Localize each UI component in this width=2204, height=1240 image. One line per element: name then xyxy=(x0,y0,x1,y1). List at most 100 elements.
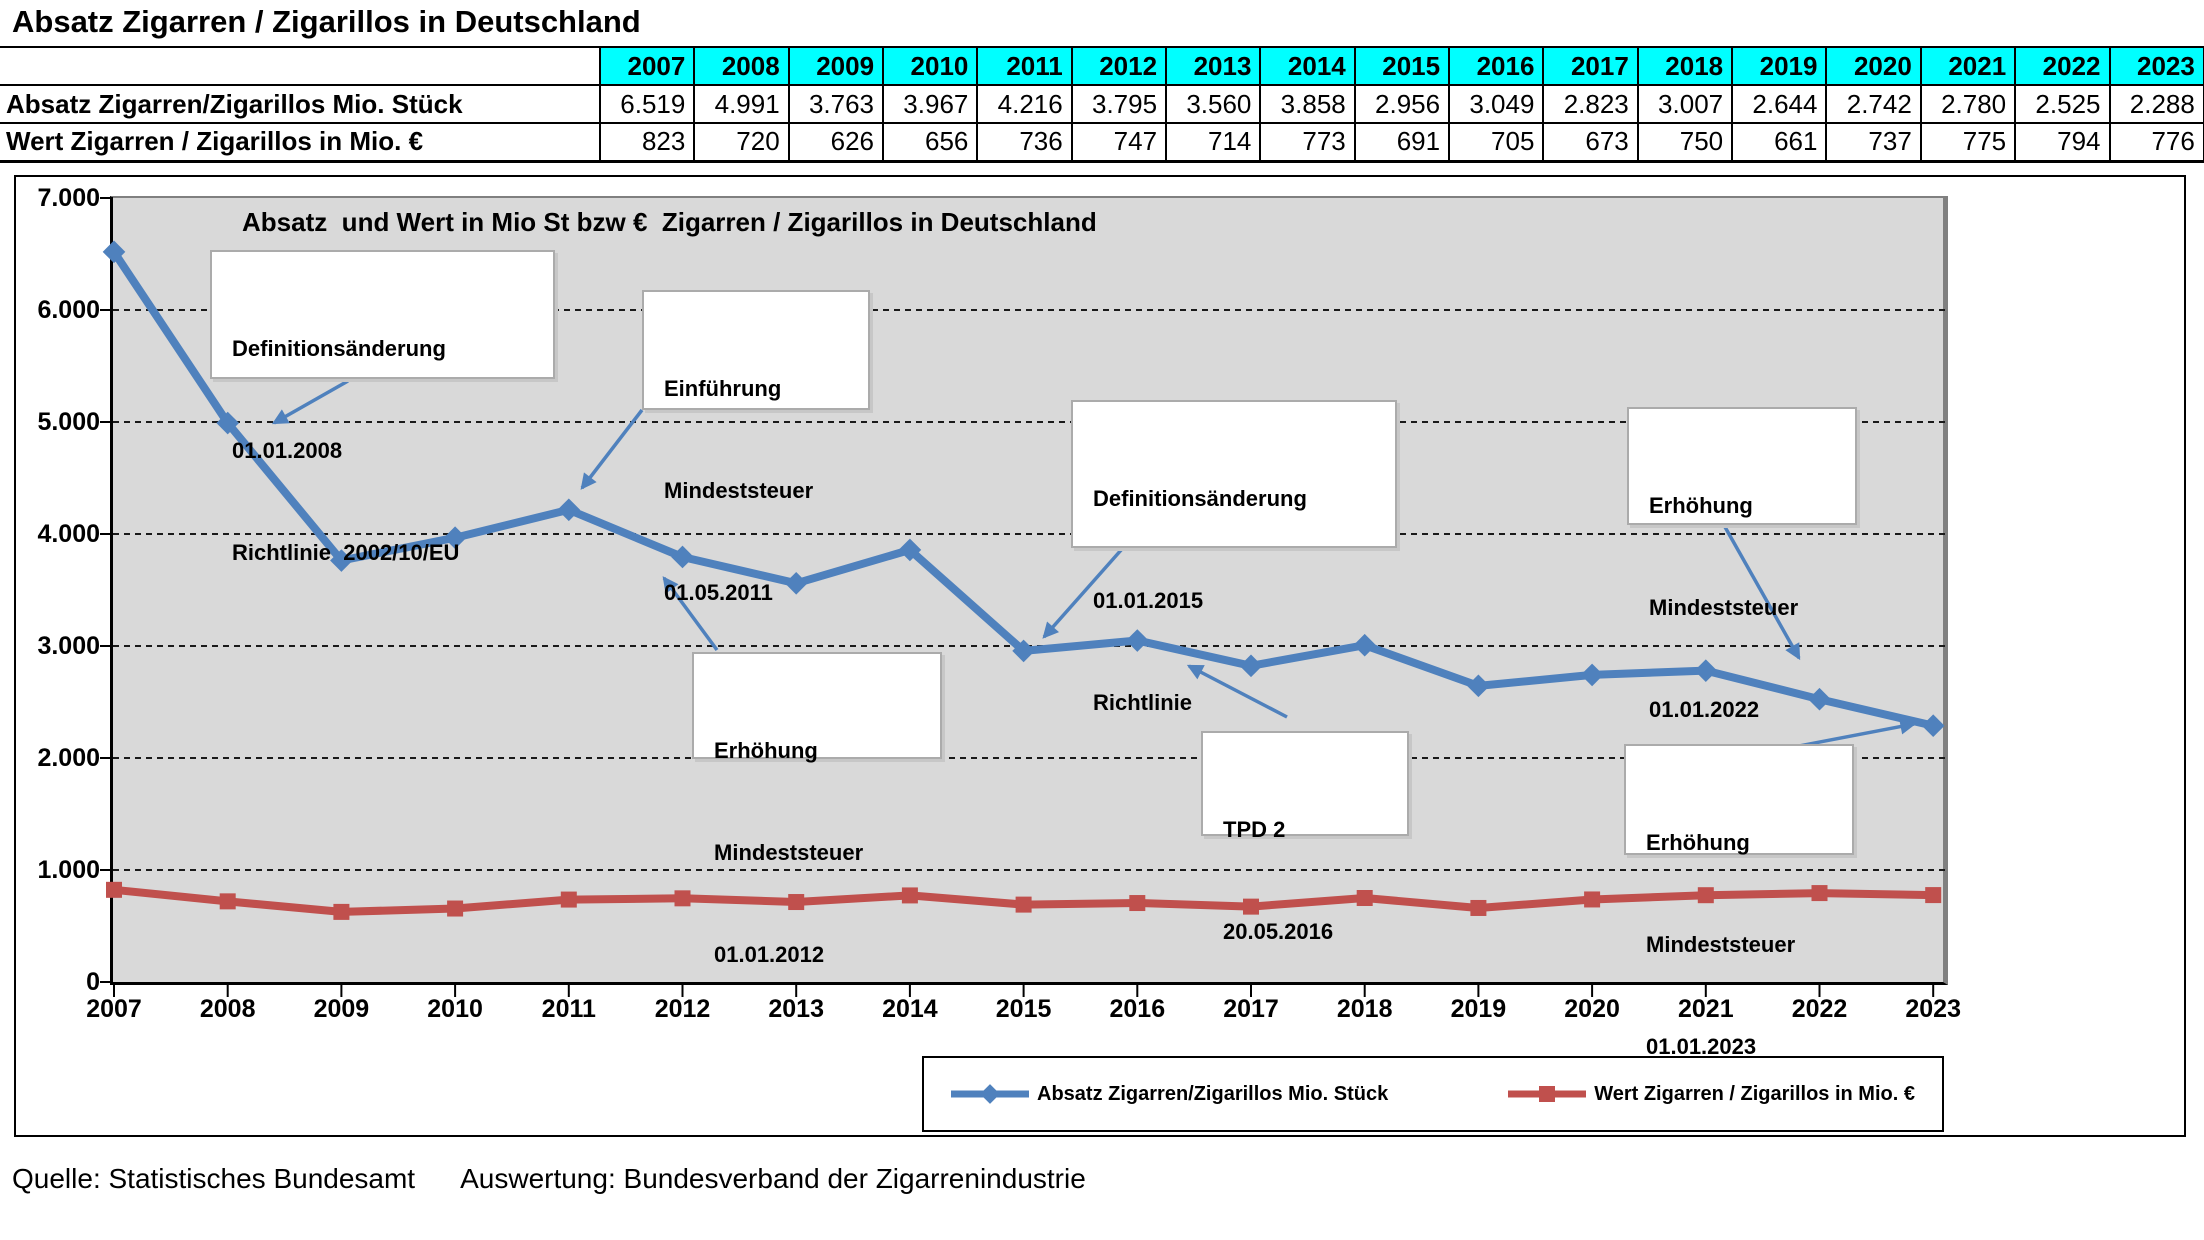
table-year-header-2015: 2015 xyxy=(1353,46,1451,86)
annotation-line: 01.01.2023 xyxy=(1646,1034,1757,1059)
table-value-cell: 794 xyxy=(2014,122,2111,163)
x-axis-label-2021: 2021 xyxy=(1677,995,1734,1023)
x-axis-label-2011: 2011 xyxy=(541,995,596,1023)
table-corner-cell xyxy=(0,46,601,86)
table-year-header-2008: 2008 xyxy=(693,46,790,86)
y-axis-label-1.000: 1.000 xyxy=(37,856,100,884)
x-axis-label-2016: 2016 xyxy=(1109,995,1166,1023)
annotation-line: Mindeststeuer xyxy=(1649,595,1799,620)
chart-title: Absatz und Wert in Mio St bzw € Zigarren… xyxy=(242,207,1097,237)
table-value-cell: 775 xyxy=(1919,122,2017,163)
annotation-line: Richtlinie xyxy=(1093,690,1193,715)
table-value-cell: 750 xyxy=(1636,122,1734,163)
table-value-cell: 736 xyxy=(976,122,1073,163)
annotation-line: 20.05.2016 xyxy=(1223,919,1334,944)
x-axis-label-2009: 2009 xyxy=(313,995,370,1023)
annotation-line: Einführung xyxy=(664,376,782,401)
legend-label-absatz: Absatz Zigarren/Zigarillos Mio. Stück xyxy=(1037,1082,1389,1105)
annotation-line: 01.01.2022 xyxy=(1649,697,1760,722)
annotation-erhoehung-mindeststeuer-2012: Erhöhung Mindeststeuer 01.01.2012 xyxy=(692,652,942,967)
x-axis-label-2008: 2008 xyxy=(199,995,256,1023)
annotation-line: TPD 2 xyxy=(1223,817,1286,842)
table-row-label: Wert Zigarren / Zigarillos in Mio. € xyxy=(0,122,601,163)
table-value-cell: 3.858 xyxy=(1259,84,1356,124)
footer: Quelle: Statistisches Bundesamt Auswertu… xyxy=(12,1163,1086,1195)
table-row-label: Absatz Zigarren/Zigarillos Mio. Stück xyxy=(0,84,601,124)
table-value-cell: 720 xyxy=(693,122,790,163)
table-value-cell: 737 xyxy=(1825,122,1922,163)
legend-entry-absatz: Absatz Zigarren/Zigarillos Mio. Stück xyxy=(951,1083,1388,1106)
annotation-line: Mindeststeuer xyxy=(1646,932,1796,957)
x-axis-label-2007: 2007 xyxy=(86,995,142,1023)
annotation-definitionsaenderung-2008: Definitionsänderung 01.01.2008 Richtlini… xyxy=(210,250,555,565)
annotation-line: Richtlinie 2002/10/EU xyxy=(232,540,460,565)
table-value-cell: 4.216 xyxy=(976,84,1073,124)
annotation-line: Erhöhung xyxy=(1646,830,1750,855)
table-year-header-2009: 2009 xyxy=(787,46,885,86)
table-value-cell: 626 xyxy=(787,122,885,163)
table-value-cell: 3.967 xyxy=(882,84,979,124)
legend: Absatz Zigarren/Zigarillos Mio. Stück We… xyxy=(922,1056,1944,1132)
annotation-line: 01.01.2015 xyxy=(1093,588,1204,613)
annotation-tpd2-2016: TPD 2 20.05.2016 xyxy=(1201,731,1409,944)
y-axis-label-7.000: 7.000 xyxy=(37,184,100,212)
legend-label-wert: Wert Zigarren / Zigarillos in Mio. € xyxy=(1594,1082,1915,1105)
table-value-cell: 3.560 xyxy=(1165,84,1262,124)
footer-evaluation: Auswertung: Bundesverband der Zigarrenin… xyxy=(460,1163,1086,1194)
x-axis-label-2010: 2010 xyxy=(427,995,483,1023)
table-year-header-2012: 2012 xyxy=(1070,46,1168,86)
annotation-line: Definitionsänderung xyxy=(1093,486,1307,511)
table-year-header-2014: 2014 xyxy=(1259,46,1356,86)
table-year-header-2019: 2019 xyxy=(1731,46,1828,86)
table-value-cell: 661 xyxy=(1731,122,1828,163)
table-year-header-2007: 2007 xyxy=(598,46,696,86)
legend-line-sample-wert-icon xyxy=(1508,1086,1587,1102)
page-title: Absatz Zigarren / Zigarillos in Deutschl… xyxy=(12,4,641,39)
annotation-definitionsaenderung-2015: Definitionsänderung 01.01.2015 Richtlini… xyxy=(1071,400,1397,715)
annotation-line: 01.05.2011 xyxy=(664,580,773,605)
table-value-cell: 2.525 xyxy=(2014,84,2111,124)
annotation-line: 01.01.2012 xyxy=(714,942,825,967)
annotation-line: Erhöhung xyxy=(714,738,818,763)
annotation-erhoehung-mindeststeuer-2022: Erhöhung Mindeststeuer 01.01.2022 xyxy=(1627,407,1857,722)
x-axis-label-2019: 2019 xyxy=(1450,995,1507,1023)
y-axis-label-3.000: 3.000 xyxy=(37,632,100,660)
footer-source: Quelle: Statistisches Bundesamt xyxy=(12,1163,416,1194)
x-axis-label-2023: 2023 xyxy=(1905,995,1961,1023)
table-value-cell: 691 xyxy=(1353,122,1451,163)
table-value-cell: 2.644 xyxy=(1731,84,1828,124)
x-axis-label-2014: 2014 xyxy=(882,995,938,1023)
x-axis-label-2015: 2015 xyxy=(995,995,1052,1023)
table-year-header-2016: 2016 xyxy=(1448,46,1545,86)
legend-line-sample-absatz-icon xyxy=(951,1084,1030,1104)
table-year-header-2022: 2022 xyxy=(2014,46,2111,86)
table-value-cell: 3.795 xyxy=(1070,84,1168,124)
table-value-cell: 6.519 xyxy=(598,84,696,124)
table-value-cell: 2.742 xyxy=(1825,84,1922,124)
table-year-header-2023: 2023 xyxy=(2108,46,2204,86)
table-value-cell: 2.780 xyxy=(1919,84,2017,124)
annotation-line: Erhöhung xyxy=(1649,493,1753,518)
x-axis-label-2022: 2022 xyxy=(1791,995,1848,1023)
x-axis-label-2017: 2017 xyxy=(1223,995,1279,1023)
annotation-erhoehung-mindeststeuer-2023: Erhöhung Mindeststeuer 01.01.2023 xyxy=(1624,744,1854,1059)
table-value-cell: 823 xyxy=(598,122,696,163)
table-value-cell: 747 xyxy=(1070,122,1168,163)
annotation-einfuehrung-mindeststeuer-2011: Einführung Mindeststeuer 01.05.2011 xyxy=(642,290,870,605)
data-table: 2007 2008 2009 2010 2011 2012 2013 2014 2015 2016… xyxy=(0,46,2204,163)
table-year-header-2018: 2018 xyxy=(1636,46,1734,86)
annotation-line: Mindeststeuer xyxy=(714,840,864,865)
x-axis-label-2018: 2018 xyxy=(1336,995,1393,1023)
chart-frame: Absatz und Wert in Mio St bzw € Zigarren… xyxy=(14,175,2186,1137)
table-year-header-2017: 2017 xyxy=(1542,46,1639,86)
table-value-cell: 773 xyxy=(1259,122,1356,163)
y-axis-label-2.000: 2.000 xyxy=(37,744,100,772)
table-year-header-2020: 2020 xyxy=(1825,46,1922,86)
table-value-cell: 673 xyxy=(1542,122,1639,163)
table-value-cell: 776 xyxy=(2108,122,2204,163)
table-value-cell: 2.288 xyxy=(2108,84,2204,124)
table-year-header-2013: 2013 xyxy=(1165,46,1262,86)
table-row: Wert Zigarren / Zigarillos in Mio. €823 7… xyxy=(0,122,2204,163)
annotation-line: Mindeststeuer xyxy=(664,478,814,503)
